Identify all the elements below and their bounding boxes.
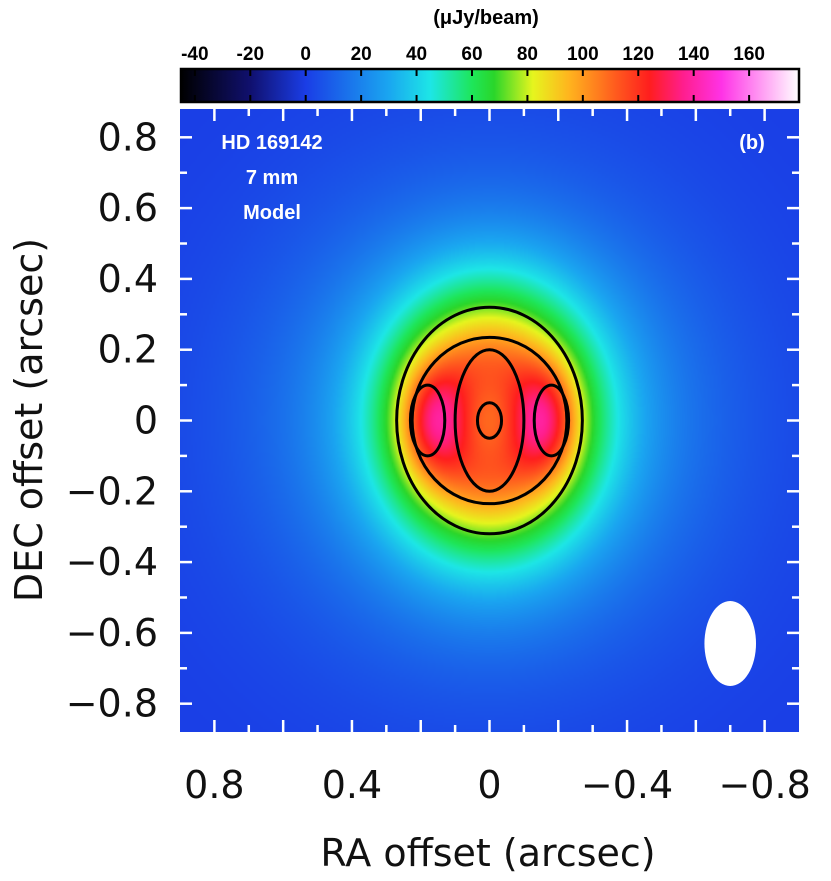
contour-outer xyxy=(395,305,584,536)
colorbar-tick-label: -20 xyxy=(237,44,264,65)
y-tick-label: 0.8 xyxy=(98,115,158,159)
x-tick-label: −0.8 xyxy=(718,763,810,807)
colorbar-tick-label: 60 xyxy=(461,44,482,65)
y-tick-label: −0.4 xyxy=(66,540,158,584)
contour-left-peak xyxy=(408,383,447,458)
x-tick-label: 0.8 xyxy=(184,763,244,807)
emission-heatmap xyxy=(180,109,799,732)
y-tick-label: −0.2 xyxy=(66,469,158,513)
y-tick-labels: 0.8 0.6 0.4 0.2 0 −0.2 −0.4 −0.6 −0.8 xyxy=(66,115,158,725)
object-name: HD 169142 xyxy=(221,132,322,154)
x-tick-label: −0.4 xyxy=(581,763,673,807)
contour-center-core xyxy=(475,401,504,440)
contour-inner-ring xyxy=(410,335,569,506)
beam-group xyxy=(704,601,757,686)
y-tick-label: −0.8 xyxy=(66,682,158,726)
colorbar-label: (μJy/beam) xyxy=(433,7,539,29)
x-axis-label: RA offset (arcsec) xyxy=(320,831,655,875)
y-tick-label: 0.4 xyxy=(98,257,158,301)
colorbar-tick-label: 140 xyxy=(678,44,710,65)
colorbar-tick-label: 80 xyxy=(517,44,538,65)
contour-set xyxy=(395,305,584,536)
contour-center xyxy=(453,348,526,493)
colorbar-tick-label: 160 xyxy=(733,44,765,65)
colorbar-tick-label: 0 xyxy=(300,44,311,65)
wavelength-label: 7 mm xyxy=(246,167,298,189)
colorbar-tick-label: 20 xyxy=(351,44,372,65)
y-tick-label: −0.6 xyxy=(66,611,158,655)
tick-marks xyxy=(180,109,799,732)
x-tick-label: 0 xyxy=(477,763,501,807)
x-tick-label: 0.4 xyxy=(322,763,382,807)
colorbar-tick-labels: -40 -20 0 20 40 60 80 100 120 140 160 xyxy=(181,44,765,65)
panel-label: (b) xyxy=(739,132,765,154)
x-tick-labels: 0.8 0.4 0 −0.4 −0.8 xyxy=(184,763,811,807)
y-tick-label: 0.2 xyxy=(98,328,158,372)
y-axis-label: DEC offset (arcsec) xyxy=(7,238,51,602)
plot-area xyxy=(180,109,799,732)
colorbar-tick-label: 40 xyxy=(406,44,427,65)
y-tick-label: 0 xyxy=(134,399,158,443)
contour-right-peak xyxy=(532,383,571,458)
colorbar-tick-label: -40 xyxy=(181,44,208,65)
colorbar-tick-label: 120 xyxy=(622,44,654,65)
y-tick-label: 0.6 xyxy=(98,186,158,230)
beam-ellipse xyxy=(704,601,757,686)
colorbar xyxy=(179,67,801,104)
model-label: Model xyxy=(243,202,301,224)
colorbar-tick-label: 100 xyxy=(567,44,599,65)
